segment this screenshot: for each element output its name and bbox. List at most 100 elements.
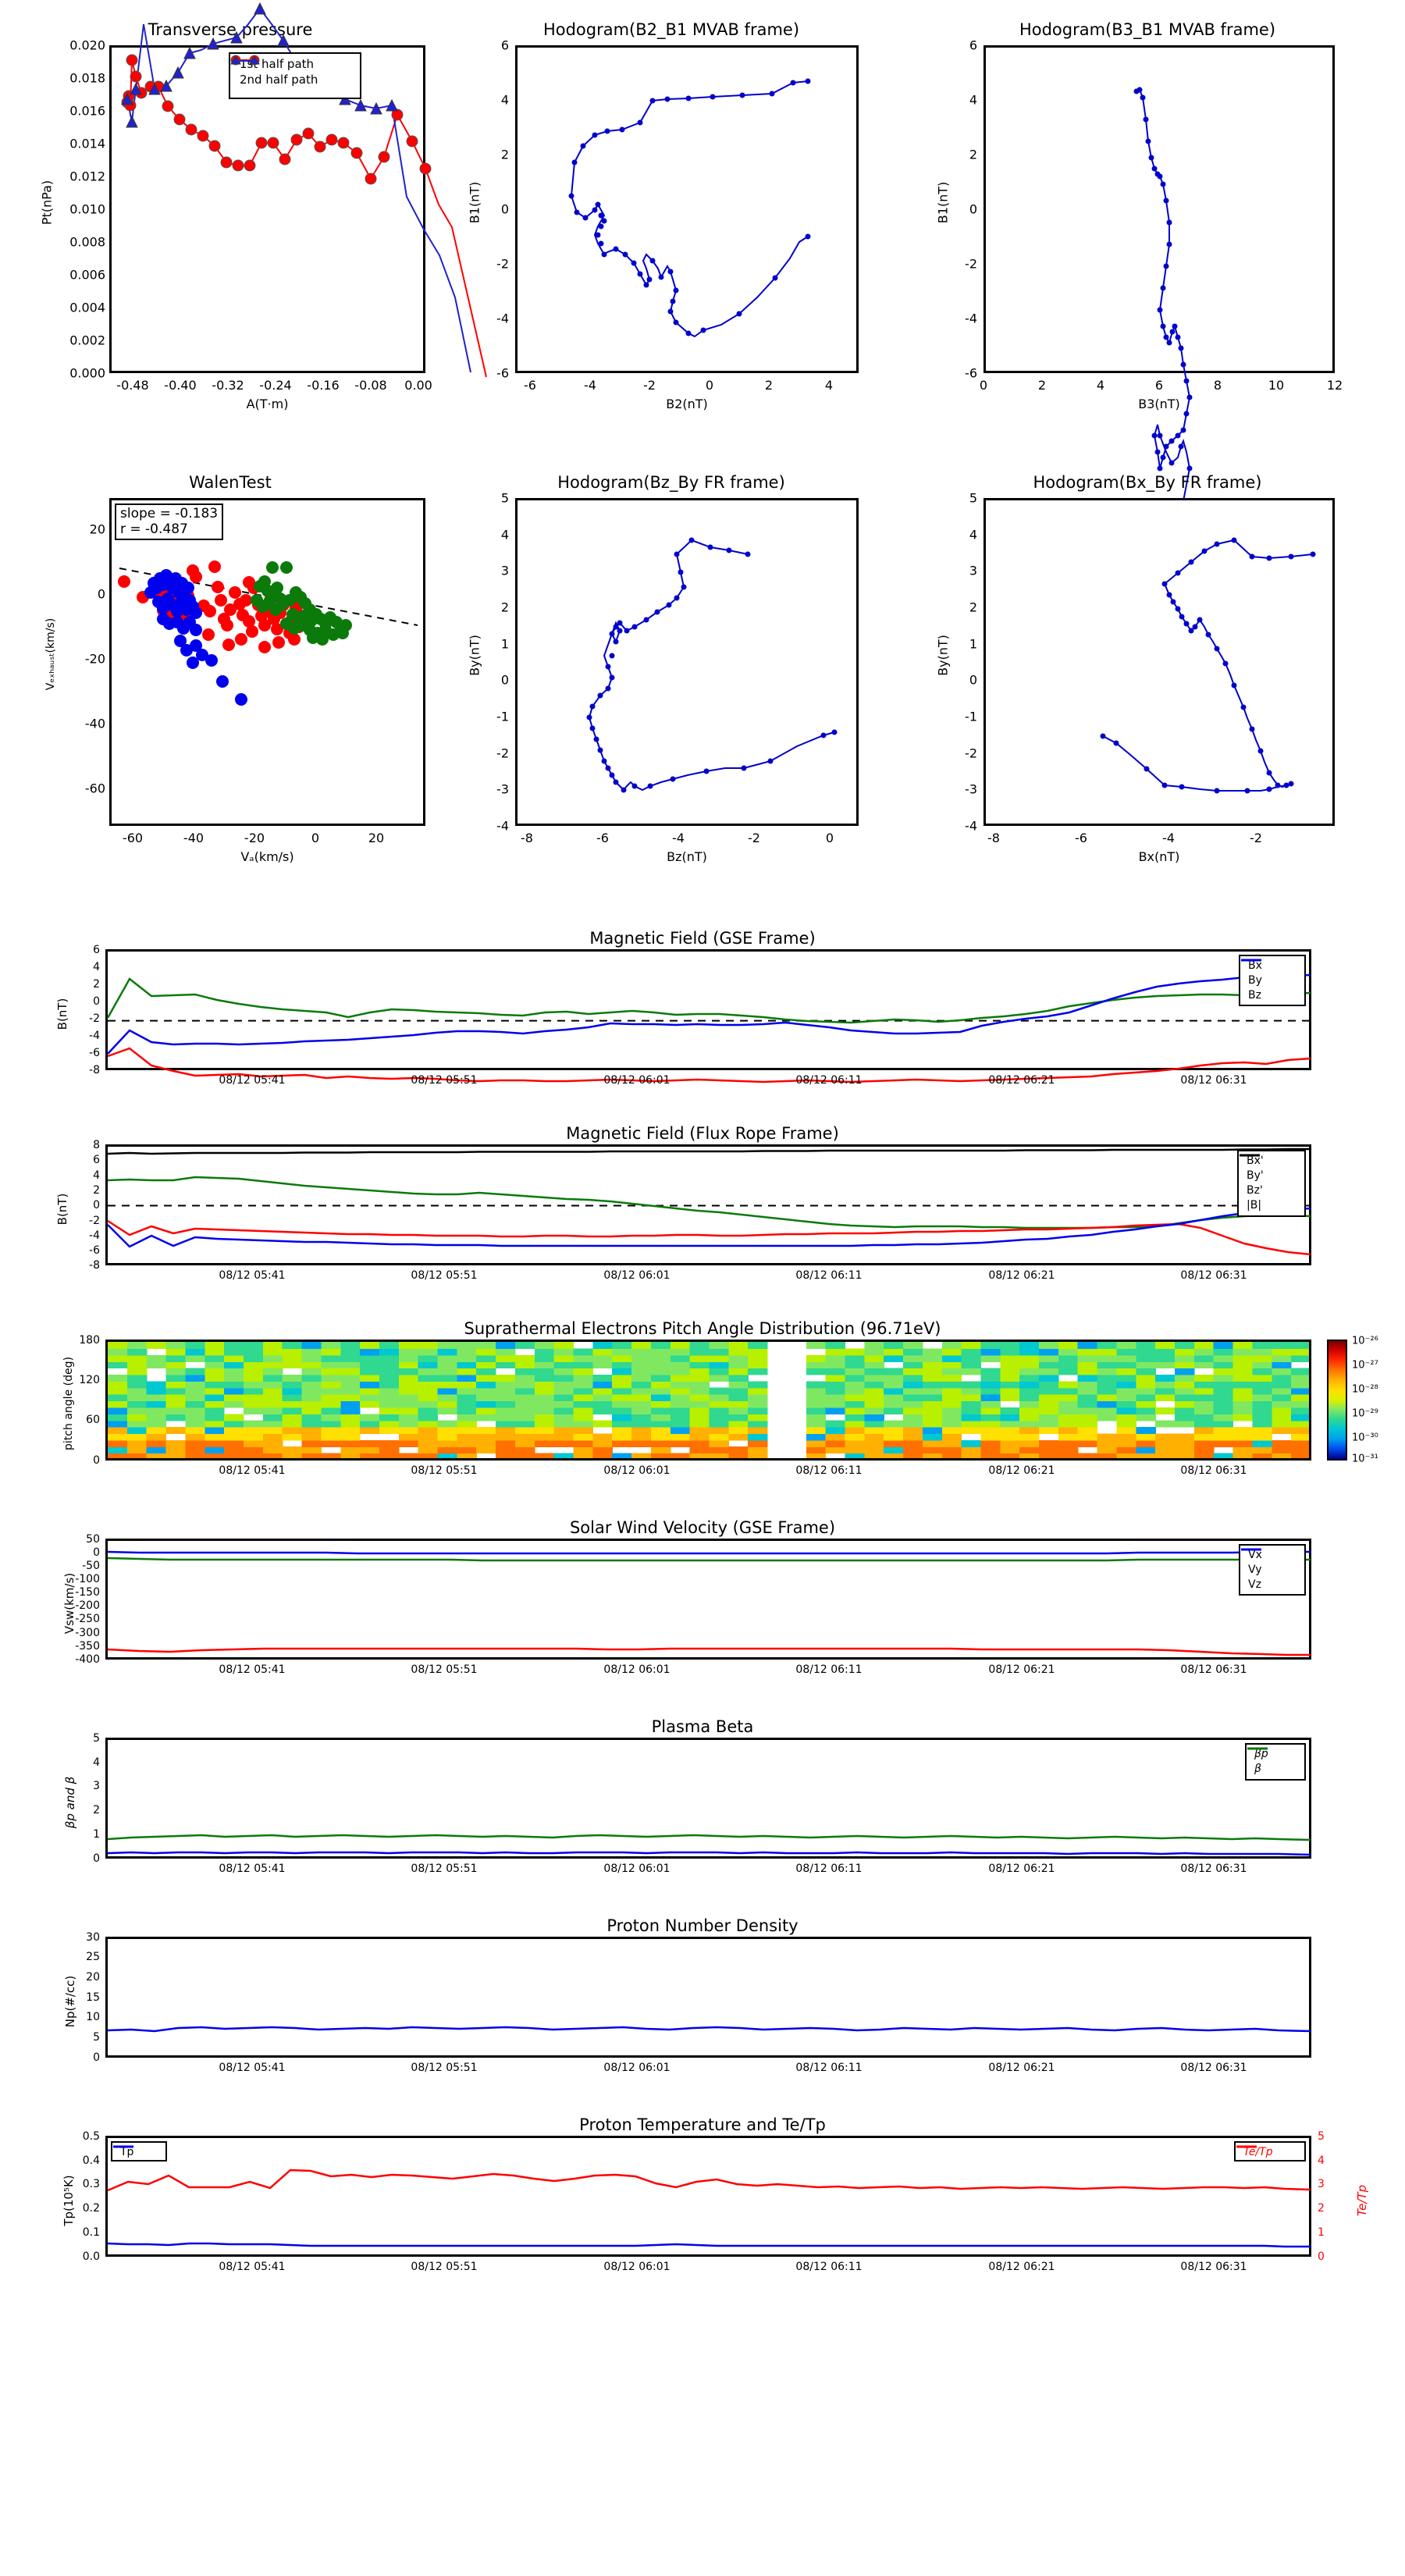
xtick: 08/12 06:11 xyxy=(795,1464,863,1477)
legend-beta[interactable]: βp β xyxy=(1245,1743,1306,1781)
xtick: 08/12 06:11 xyxy=(795,2261,863,2273)
hodogram-b2b1-svg xyxy=(568,78,811,338)
y-axis-label: Vₑₓₕₐᵤₛₜ(km/s) xyxy=(44,617,57,691)
ytick: 4 xyxy=(93,1169,100,1182)
ytick: -3 xyxy=(496,781,509,797)
plot-area: Bx By Bz xyxy=(105,949,1311,1083)
series-bmag xyxy=(107,1147,1311,1155)
x-axis-label: B3(nT) xyxy=(1138,397,1180,411)
xtick: 08/12 06:11 xyxy=(795,1269,863,1282)
legend-label-beta: β xyxy=(1254,1762,1261,1775)
legend-label-by: By xyxy=(1248,973,1262,987)
ytick-right: 2 xyxy=(1318,2202,1325,2215)
xtick: 08/12 06:01 xyxy=(603,2062,670,2074)
xtick: 4 xyxy=(824,378,834,393)
series-beta xyxy=(107,1834,1311,1841)
ytick: 8 xyxy=(93,1139,100,1151)
panel-title: Suprathermal Electrons Pitch Angle Distr… xyxy=(464,1319,941,1338)
xtick: -20 xyxy=(244,831,265,845)
series-te-tp-ratio xyxy=(107,2169,1311,2192)
colorbar-label: 10⁻²⁷ xyxy=(1352,1359,1378,1372)
panel-walen-test: WalenTest xyxy=(23,468,437,874)
legend-label-vy: Vy xyxy=(1248,1563,1262,1576)
ytick: -3 xyxy=(965,781,977,797)
y-axis-label: Pt(nPa) xyxy=(39,180,55,226)
ytick: 0 xyxy=(93,1546,100,1559)
legend-label-vz: Vz xyxy=(1248,1578,1261,1591)
xtick: 08/12 06:11 xyxy=(795,1863,863,1875)
panel-hodogram-bzby: Hodogram(Bz_By FR frame) xyxy=(453,468,890,874)
ytick: 0.018 xyxy=(69,70,105,86)
ytick: -100 xyxy=(75,1573,100,1585)
vsw-svg xyxy=(107,1550,1311,1656)
ytick: 5 xyxy=(93,1732,100,1745)
ytick: 0.020 xyxy=(69,37,105,53)
ytick: 0.002 xyxy=(69,333,105,348)
ytick: -4 xyxy=(89,1229,100,1242)
ytick: 0.0 xyxy=(82,2250,100,2263)
xtick: -8 xyxy=(521,831,533,845)
ytick: 0.000 xyxy=(69,365,105,381)
xtick: 08/12 06:21 xyxy=(988,1269,1055,1282)
series-by xyxy=(106,977,1311,1024)
ytick: -50 xyxy=(82,1560,100,1572)
ytick: 20 xyxy=(89,521,105,537)
legend-row-tp: Tp xyxy=(113,2144,162,2159)
legend-label-tp: Tp xyxy=(120,2145,134,2158)
ytick: -2 xyxy=(965,745,977,761)
series-vx xyxy=(107,1647,1311,1656)
colorbar-label: 10⁻²⁹ xyxy=(1352,1407,1378,1420)
xtick: 08/12 05:51 xyxy=(411,2062,478,2074)
ytick: -8 xyxy=(89,1259,100,1272)
legend-mag-fr[interactable]: Bx' By' Bz' |B| xyxy=(1237,1150,1306,1217)
xtick: 08/12 06:21 xyxy=(988,2062,1055,2074)
ytick: 0.006 xyxy=(69,267,105,283)
xtick: 08/12 05:41 xyxy=(219,1464,286,1477)
legend-line-vz xyxy=(1241,1548,1261,1551)
ytick-right: 0 xyxy=(1318,2250,1325,2263)
legend-row-byp: By' xyxy=(1240,1154,1301,1183)
legend-line-bmag xyxy=(1240,1154,1260,1157)
panel-title: Hodogram(B2_B1 MVAB frame) xyxy=(542,20,800,39)
y-axis-label: B1(nT) xyxy=(935,181,951,224)
ytick: -2 xyxy=(496,745,509,761)
series-bzp xyxy=(107,1207,1311,1248)
xtick: 08/12 06:31 xyxy=(1180,1464,1247,1477)
legend-label-second: 2nd half path xyxy=(240,73,318,87)
x-axis-label: Bz(nT) xyxy=(667,849,707,864)
ytick: 0 xyxy=(93,2051,100,2064)
ytick: 0.1 xyxy=(82,2226,100,2239)
ytick: 0.4 xyxy=(82,2154,100,2167)
xtick: 08/12 05:51 xyxy=(411,1269,478,1282)
slope-text: slope = -0.183 xyxy=(120,506,219,521)
ytick: 2 xyxy=(500,147,509,162)
xtick: -2 xyxy=(643,378,656,393)
ytick: 0 xyxy=(500,201,509,217)
panel-proton-number-density: Proton Number Density 0 5 10 15 20 25 30… xyxy=(47,1916,1358,2096)
xtick: 12 xyxy=(1326,378,1343,393)
xtick: 08/12 06:01 xyxy=(603,1464,670,1477)
legend-transverse-pressure[interactable]: 1st half path 2nd half path xyxy=(229,52,361,99)
colorbar-label: 10⁻²⁶ xyxy=(1352,1335,1378,1347)
y-axis-label: B(nT) xyxy=(55,998,69,1030)
ytick: -250 xyxy=(75,1613,100,1625)
ytick: -4 xyxy=(496,818,509,834)
xtick: 08/12 06:01 xyxy=(603,1269,670,1282)
y-axis-label: B(nT) xyxy=(55,1193,69,1226)
legend-mag-gse[interactable]: Bx By Bz xyxy=(1239,955,1306,1006)
legend-tp-left[interactable]: Tp xyxy=(111,2141,167,2161)
series-tp xyxy=(107,2242,1311,2248)
panel-transverse-pressure: Transverse pressure xyxy=(23,2,487,422)
xtick: -0.48 xyxy=(116,378,149,393)
plot-area: βp β xyxy=(105,1738,1311,1859)
ytick: -2 xyxy=(496,256,509,272)
pad-heatmap-svg xyxy=(108,1342,1309,1458)
y-axis-label: Vsw(km/s) xyxy=(62,1572,76,1635)
panel-title: Hodogram(B3_B1 MVAB frame) xyxy=(1019,20,1276,39)
series-bxp xyxy=(107,1219,1311,1256)
legend-tp-right[interactable]: Te/Tp xyxy=(1234,2141,1306,2161)
ytick: -2 xyxy=(965,256,977,272)
legend-vsw[interactable]: Vx Vy Vz xyxy=(1239,1544,1306,1596)
ytick: 6 xyxy=(93,944,100,956)
xtick: 08/12 06:11 xyxy=(795,1074,863,1087)
